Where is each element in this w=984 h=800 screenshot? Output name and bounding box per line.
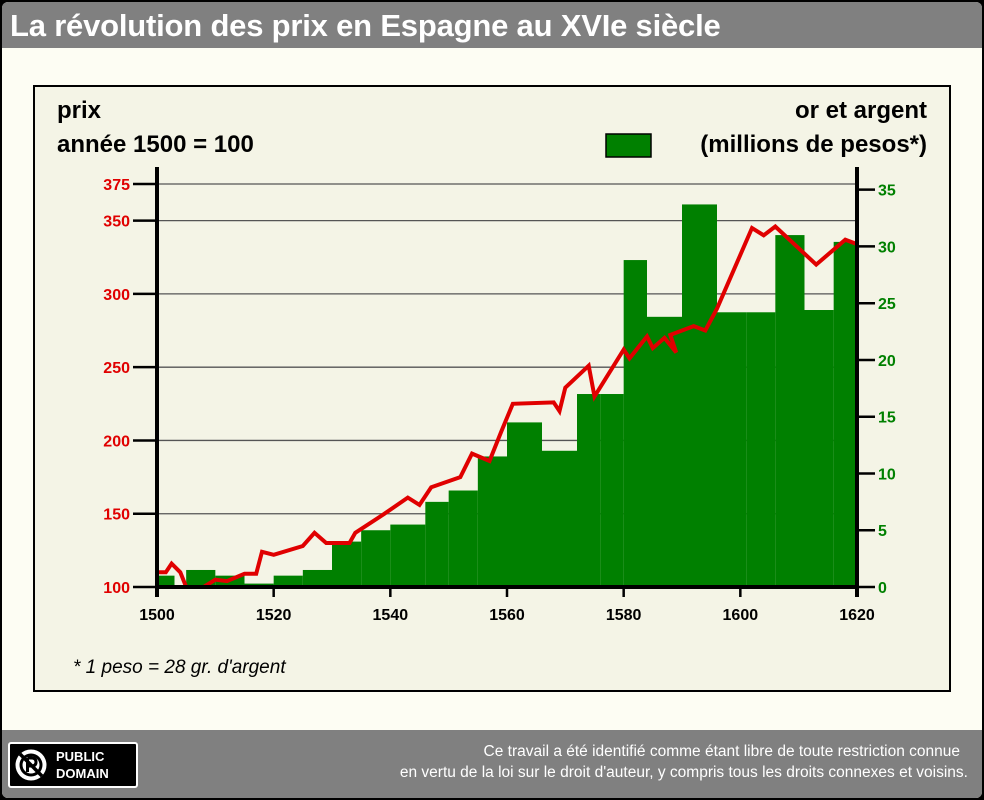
axes <box>133 167 875 597</box>
left-tick-label: 100 <box>103 580 130 597</box>
gold-silver-bar <box>833 241 857 588</box>
right-tick-label: 30 <box>878 239 896 256</box>
gold-silver-bar <box>507 422 542 587</box>
x-tick-label: 1620 <box>839 607 875 624</box>
gold-silver-bar <box>157 575 175 587</box>
license-text-line2: en vertu de la loi sur le droit d'auteur… <box>399 764 968 781</box>
chart-panel: 100 150 200 250 300 350 375 0 5 10 15 20 25 30 35 1500 1… <box>33 85 951 692</box>
x-tick-label: 1500 <box>139 607 175 624</box>
left-tick-label: 150 <box>103 507 130 524</box>
gold-silver-bar <box>332 541 362 587</box>
legend-bar-swatch <box>605 133 652 158</box>
right-tick-label: 15 <box>878 410 896 427</box>
gold-silver-bar <box>273 575 303 587</box>
left-tick-label: 350 <box>103 214 130 231</box>
right-tick-label: 0 <box>878 580 887 597</box>
x-tick-label: 1600 <box>723 607 759 624</box>
gold-silver-bars <box>157 204 857 588</box>
badge-text-line1: PUBLIC <box>56 749 105 764</box>
x-tick-label: 1520 <box>256 607 292 624</box>
price-index-line-group <box>157 223 858 589</box>
right-tick-label: 35 <box>878 183 896 200</box>
gold-silver-bar <box>647 316 682 587</box>
gold-silver-bar <box>623 260 647 587</box>
public-domain-icon <box>15 749 47 781</box>
right-tick-label: 25 <box>878 296 896 313</box>
right-tick-label: 5 <box>878 523 887 540</box>
gold-silver-bar <box>425 501 449 587</box>
gold-silver-bar <box>390 524 426 587</box>
right-tick-label: 10 <box>878 466 896 483</box>
gold-silver-bar <box>302 569 332 587</box>
left-tick-label: 300 <box>103 287 130 304</box>
gold-silver-bar <box>746 312 776 587</box>
gold-silver-bar <box>448 490 478 587</box>
left-axis-label-line2: année 1500 = 100 <box>57 131 254 158</box>
x-tick-label: 1560 <box>489 607 525 624</box>
gold-silver-bar <box>361 530 391 587</box>
footer-bar: PUBLIC DOMAIN Ce travail a été identifié… <box>2 730 982 798</box>
chart-title: La révolution des prix en Espagne au XVI… <box>10 8 721 43</box>
x-tick-label: 1540 <box>373 607 409 624</box>
left-axis-label-line1: prix <box>57 97 102 124</box>
gold-silver-bar <box>717 312 747 587</box>
left-tick-label: 200 <box>103 433 130 450</box>
gold-silver-bar <box>542 450 577 587</box>
title-bar: La révolution des prix en Espagne au XVI… <box>2 2 982 48</box>
footnote: * 1 peso = 28 gr. d'argent <box>73 657 286 678</box>
price-index-line <box>157 223 858 589</box>
gold-silver-bar <box>477 456 507 587</box>
gold-silver-bar <box>775 235 805 587</box>
left-tick-label: 375 <box>103 177 130 194</box>
right-axis-label-line1: or et argent <box>795 97 927 124</box>
right-axis-label-line2: (millions de pesos*) <box>700 131 927 158</box>
badge-text-line2: DOMAIN <box>56 766 109 781</box>
gold-silver-bar <box>600 394 624 587</box>
right-tick-label: 20 <box>878 353 896 370</box>
license-text-line1: Ce travail a été identifié comme étant l… <box>483 743 960 760</box>
gold-silver-bar <box>804 310 834 587</box>
x-tick-label: 1580 <box>606 607 642 624</box>
gold-silver-bar <box>577 394 601 587</box>
left-tick-label: 250 <box>103 360 130 377</box>
public-domain-badge: PUBLIC DOMAIN <box>8 742 138 788</box>
gold-silver-bar <box>682 204 717 587</box>
